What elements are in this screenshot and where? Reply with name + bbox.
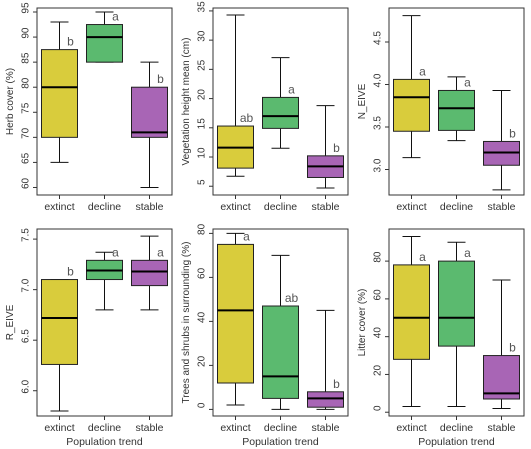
x-tick-label-stable: stable (311, 201, 339, 213)
box-extinct (393, 78, 430, 132)
significance-letter-extinct: a (419, 250, 426, 264)
y-tick-label: 60 (197, 267, 208, 279)
significance-letter-decline: ab (285, 291, 299, 305)
y-tick-label: 7.0 (21, 278, 32, 292)
box-stable (483, 355, 520, 400)
chart-panel-6: 0 20 40 60 80 Litter cover (%) extinct a decline… (357, 228, 525, 448)
x-tick-label-decline: decline (440, 201, 473, 213)
y-tick-label: 25 (197, 59, 208, 71)
significance-letter-stable: b (333, 141, 340, 155)
significance-letter-stable: b (157, 72, 164, 86)
y-tick-label: 20 (373, 364, 384, 376)
x-tick-label-extinct: extinct (396, 422, 426, 434)
x-tick-label-extinct: extinct (44, 201, 74, 213)
y-axis-title: Trees and shrubs in surrounding (%) (181, 242, 192, 404)
x-tick-label-extinct: extinct (220, 201, 250, 213)
y-tick-label: 60 (373, 289, 384, 301)
box-stable (307, 391, 344, 408)
x-tick-label-stable: stable (311, 422, 339, 434)
y-tick-label: 75 (21, 102, 32, 114)
chart-panel-1: 60 65 70 75 80 85 90 95 Herb cover (%) extinct b de… (5, 2, 173, 213)
box-decline (86, 24, 123, 63)
y-tick-label: 15 (197, 118, 208, 130)
x-axis-title: Population trend (66, 436, 143, 448)
y-tick-label: 20 (197, 355, 208, 367)
significance-letter-decline: a (288, 82, 295, 96)
box-decline (438, 89, 475, 131)
x-tick-label-decline: decline (264, 422, 297, 434)
y-tick-label: 90 (21, 27, 32, 39)
y-tick-label: 70 (21, 127, 32, 139)
x-tick-label-extinct: extinct (220, 422, 250, 434)
x-tick-label-decline: decline (440, 422, 473, 434)
box-extinct (217, 243, 254, 384)
significance-letter-extinct: a (243, 229, 250, 243)
y-tick-label: 80 (21, 77, 32, 89)
y-axis-title: Vegetation height mean (cm) (181, 38, 192, 166)
box-extinct (41, 49, 78, 138)
y-tick-label: 30 (197, 30, 208, 42)
y-tick-label: 6.5 (21, 329, 32, 343)
box-extinct (393, 264, 430, 360)
y-tick-label: 80 (373, 251, 384, 263)
y-axis-title: Herb cover (%) (5, 68, 16, 135)
y-axis-title: R_EIVE (5, 304, 16, 340)
significance-letter-extinct: b (67, 265, 74, 279)
y-tick-label: 20 (197, 89, 208, 101)
y-tick-label: 0 (197, 402, 208, 408)
y-tick-label: 40 (373, 327, 384, 339)
significance-letter-extinct: b (67, 35, 74, 49)
y-tick-label: 60 (21, 177, 32, 189)
y-tick-label: 4.0 (373, 73, 384, 87)
x-tick-label-decline: decline (88, 201, 121, 213)
y-tick-label: 10 (197, 147, 208, 159)
box-decline (262, 305, 299, 399)
chart-panel-2: 5 10 15 20 25 30 35 Vegetation height mean (cm)… (181, 1, 349, 213)
chart-panel-5: 0 20 40 60 80 Trees and shrubs in surrounding… (181, 223, 349, 448)
y-tick-label: 5 (197, 179, 208, 185)
box-stable (131, 86, 168, 138)
x-tick-label-stable: stable (135, 422, 163, 434)
x-axis-title: Population trend (418, 436, 495, 448)
x-tick-label-extinct: extinct (396, 201, 426, 213)
x-tick-label-extinct: extinct (44, 422, 74, 434)
box-stable (131, 259, 168, 287)
x-tick-label-decline: decline (264, 201, 297, 213)
x-axis-title: Population trend (242, 436, 319, 448)
y-axis-title: N_EIVE (357, 83, 368, 119)
significance-letter-decline: a (464, 75, 471, 89)
significance-letter-stable: a (157, 245, 164, 259)
significance-letter-extinct: ab (240, 111, 254, 125)
y-tick-label: 3.0 (373, 158, 384, 172)
y-tick-label: 35 (197, 1, 208, 13)
significance-letter-stable: b (333, 377, 340, 391)
y-tick-label: 65 (21, 152, 32, 164)
y-tick-label: 0 (373, 405, 384, 411)
y-tick-label: 3.5 (373, 116, 384, 130)
y-tick-label: 95 (21, 2, 32, 14)
x-tick-label-stable: stable (487, 201, 515, 213)
box-decline (262, 96, 299, 129)
y-tick-label: 80 (197, 223, 208, 235)
significance-letter-decline: a (112, 245, 119, 259)
y-tick-label: 4.5 (373, 31, 384, 45)
y-axis-title: Litter cover (%) (357, 289, 368, 357)
y-tick-label: 85 (21, 52, 32, 64)
significance-letter-decline: a (464, 246, 471, 260)
x-tick-label-stable: stable (487, 422, 515, 434)
y-tick-label: 40 (197, 311, 208, 323)
y-tick-label: 6.0 (21, 379, 32, 393)
significance-letter-extinct: a (419, 64, 426, 78)
x-tick-label-stable: stable (135, 201, 163, 213)
y-tick-label: 7.5 (21, 228, 32, 242)
box-decline (438, 260, 475, 347)
x-tick-label-decline: decline (88, 422, 121, 434)
significance-letter-stable: b (509, 126, 516, 140)
significance-letter-decline: a (112, 10, 119, 24)
box-extinct (41, 279, 78, 365)
significance-letter-stable: b (509, 341, 516, 355)
